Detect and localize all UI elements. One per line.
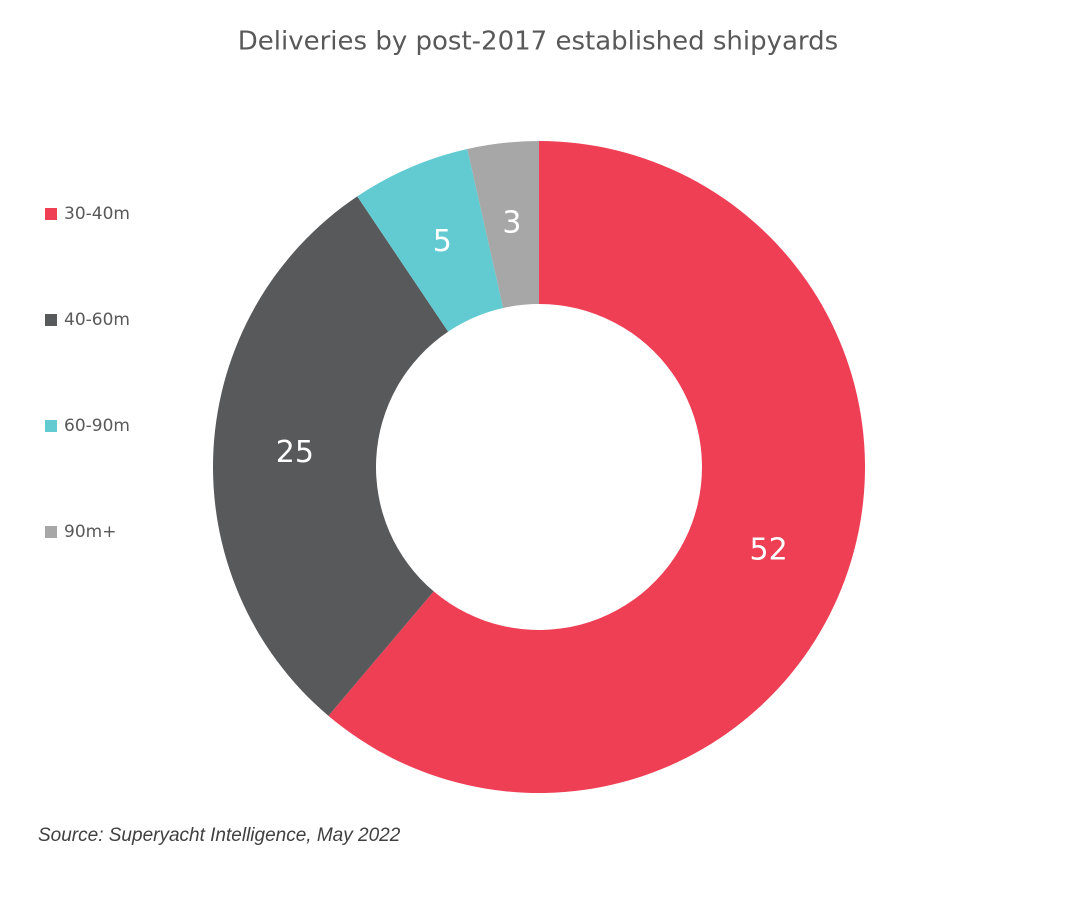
legend-label: 40-60m (64, 310, 130, 330)
legend-label: 30-40m (64, 204, 130, 224)
legend-swatch (45, 420, 57, 432)
legend-label: 90m+ (64, 522, 116, 542)
donut-slice (467, 141, 539, 308)
donut-slice (357, 148, 504, 332)
value-label: 3 (502, 206, 521, 241)
source-note: Source: Superyacht Intelligence, May 202… (38, 825, 401, 846)
value-label: 5 (433, 224, 452, 259)
legend-swatch (45, 526, 57, 538)
value-label: 52 (749, 533, 787, 568)
donut-slice (213, 196, 449, 716)
legend-swatch (45, 208, 57, 220)
donut-slice (328, 141, 866, 793)
value-label: 25 (276, 435, 314, 470)
legend-swatch (45, 314, 57, 326)
legend-label: 60-90m (64, 416, 130, 436)
chart-title: Deliveries by post-2017 established ship… (238, 27, 838, 57)
